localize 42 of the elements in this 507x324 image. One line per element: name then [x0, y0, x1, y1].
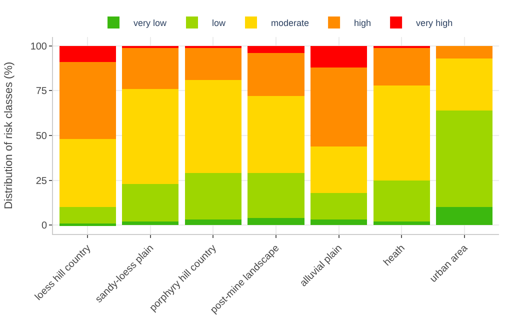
- bar: [59, 62, 116, 140]
- bar: [122, 88, 179, 184]
- bar: [59, 46, 116, 62]
- y-tick-label: 25: [36, 176, 48, 187]
- bar: [184, 173, 242, 220]
- bar: [248, 96, 304, 174]
- bar: [373, 180, 430, 222]
- bar: [248, 173, 304, 218]
- bar: [310, 146, 368, 193]
- y-tick-label: 100: [30, 41, 48, 52]
- bar: [310, 192, 368, 220]
- bar: [373, 85, 430, 180]
- bar: [248, 46, 304, 54]
- bar: [122, 221, 179, 226]
- bar: [436, 110, 493, 208]
- bar: [310, 67, 368, 146]
- bar: [436, 46, 493, 58]
- bar: [59, 139, 116, 208]
- bar: [59, 207, 116, 224]
- bar: [184, 220, 242, 226]
- y-tick-label: 50: [36, 131, 48, 142]
- bar: [59, 223, 116, 226]
- bar: [436, 207, 493, 226]
- bar: [184, 48, 242, 80]
- bar: [248, 53, 304, 96]
- bar: [184, 80, 242, 174]
- bar: [310, 220, 368, 226]
- y-tick-label: 75: [36, 86, 48, 98]
- legend-label: very low: [134, 18, 168, 28]
- bar: [373, 221, 430, 226]
- legend-label: low: [212, 18, 226, 28]
- legend-label: moderate: [271, 18, 310, 28]
- legend-label: high: [354, 18, 372, 28]
- legend-label: very high: [416, 18, 453, 28]
- y-axis-title: Distribution of risk classes (%): [2, 62, 15, 210]
- bar: [122, 184, 179, 222]
- bar: [248, 218, 304, 226]
- bar: [373, 48, 430, 86]
- bar: [122, 48, 179, 89]
- y-tick-label: 0: [41, 220, 48, 232]
- bar: [310, 46, 368, 68]
- bar: [436, 58, 493, 110]
